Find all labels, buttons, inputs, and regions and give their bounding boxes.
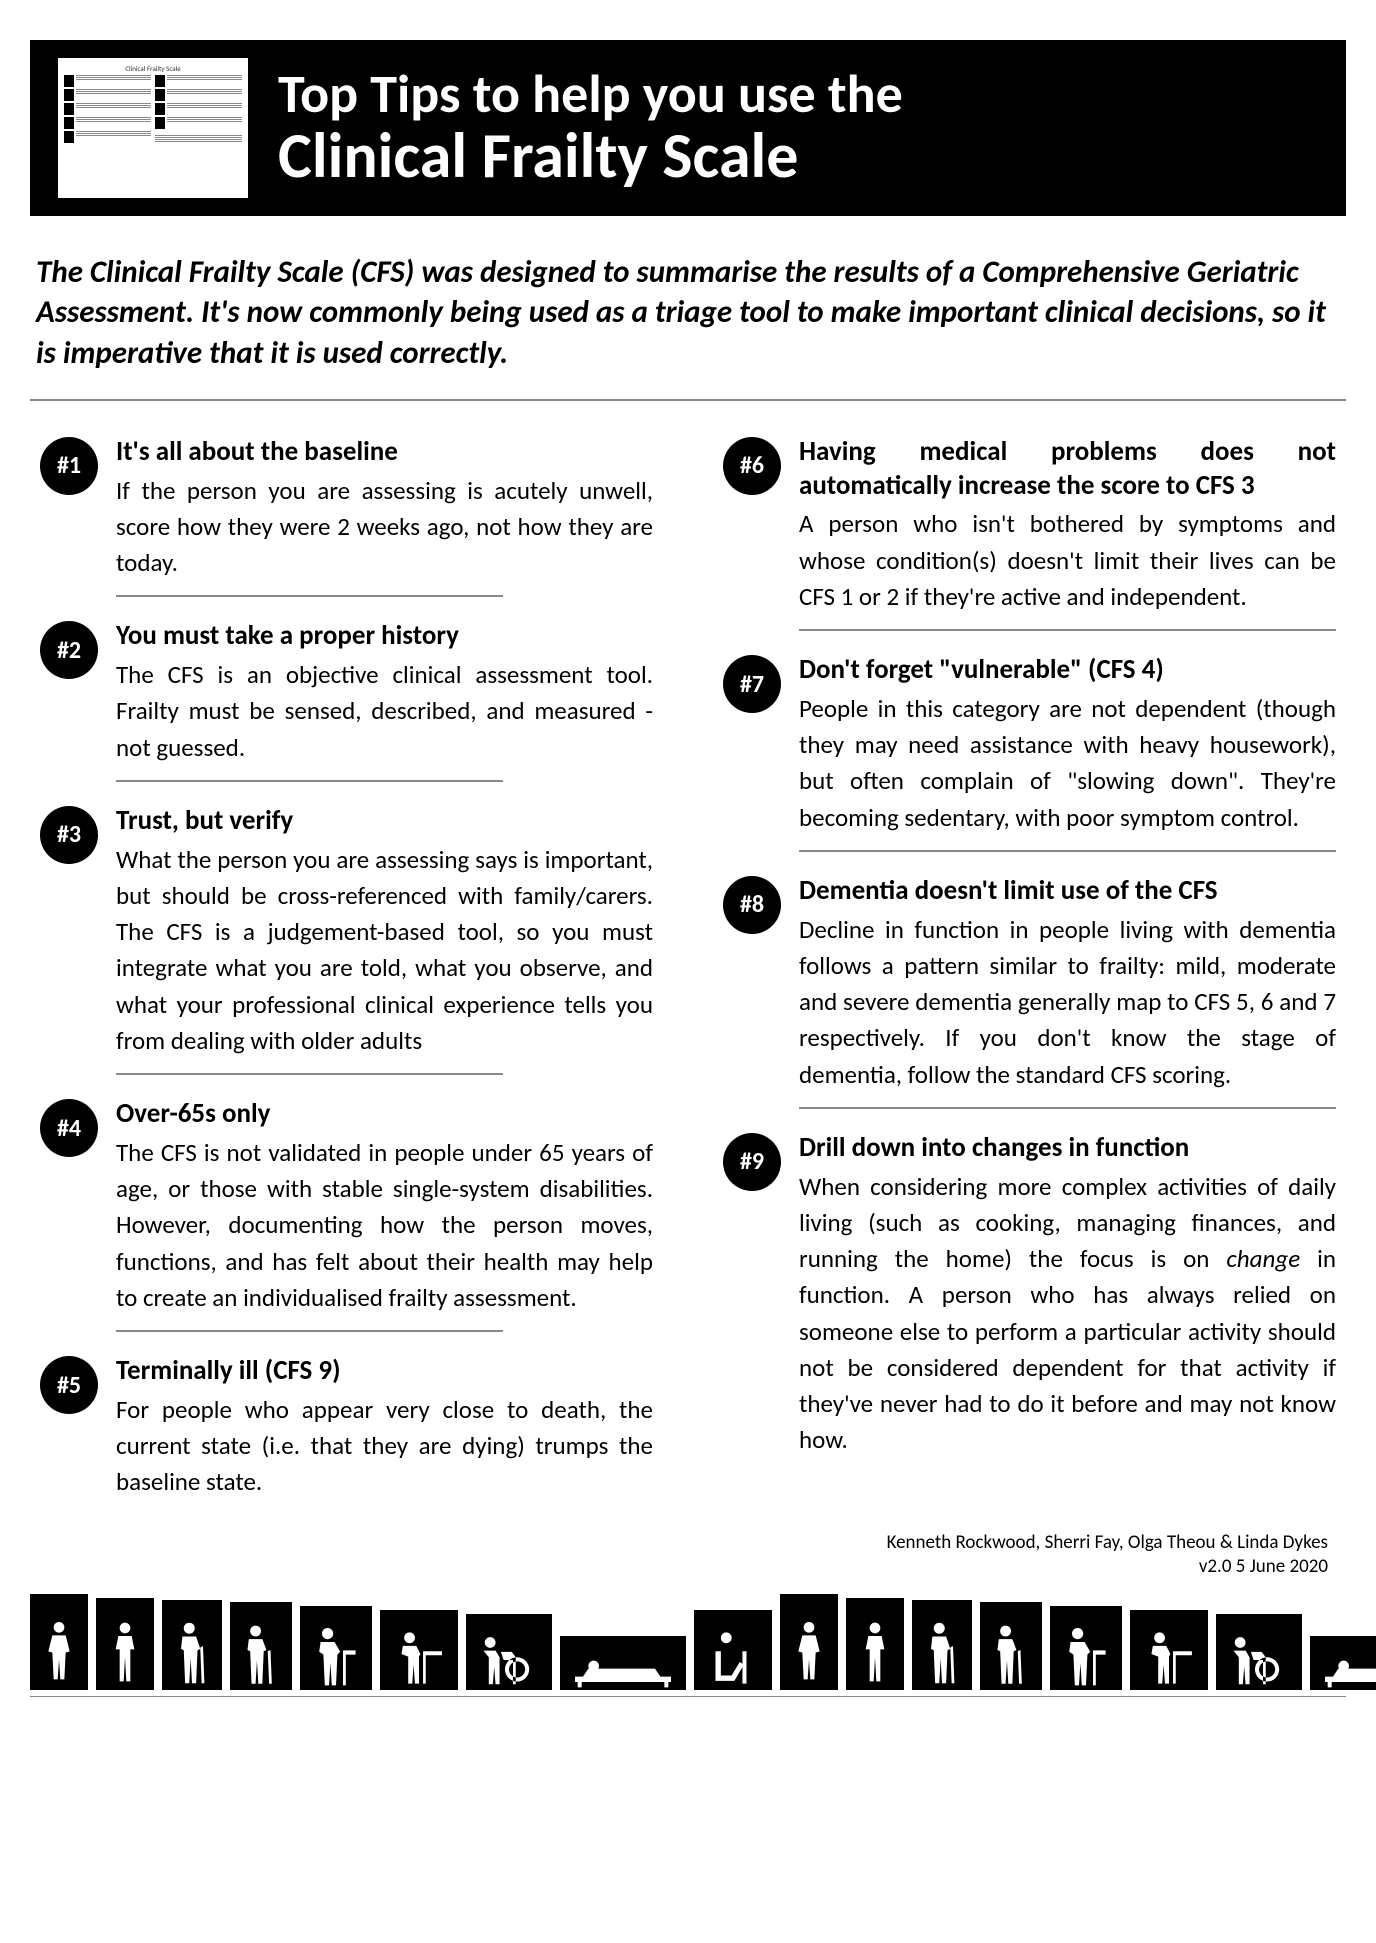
tip: #5 Terminally ill (CFS 9) For people who a… [40,1354,653,1501]
tip-divider [116,1330,503,1332]
silhouette-icon [162,1600,222,1690]
title-line1: Top Tips to help you use the [278,66,903,123]
tip-body: Dementia doesn't limit use of the CFS Dec… [799,874,1336,1093]
tip-text: What the person you are assessing says i… [116,842,653,1060]
tip-number-badge: #5 [40,1356,98,1414]
intro-paragraph: The Clinical Frailty Scale (CFS) was des… [30,252,1346,401]
tip-text: A person who isn't bothered by symptoms … [799,506,1336,615]
silhouette-icon [846,1598,904,1690]
tip: #9 Drill down into changes in function Whe… [723,1131,1336,1459]
tip-title: Drill down into changes in function [799,1131,1336,1165]
credits: Kenneth Rockwood, Sherri Fay, Olga Theou… [30,1531,1346,1580]
tip-number-badge: #9 [723,1133,781,1191]
tip: #1 It's all about the baseline If the pers… [40,435,653,582]
tip-text: The CFS is not validated in people under… [116,1135,653,1316]
tip-title: Terminally ill (CFS 9) [116,1354,653,1388]
silhouette-icon [1130,1610,1208,1690]
title-line2: Clinical Frailty Scale [278,123,903,190]
tip: #2 You must take a proper history The CFS … [40,619,653,766]
tip-number-badge: #8 [723,876,781,934]
tip-divider [799,850,1336,852]
tip-number-badge: #2 [40,621,98,679]
tip: #3 Trust, but verify What the person you a… [40,804,653,1059]
tip-divider [116,780,503,782]
silhouette-icon [1216,1614,1302,1690]
silhouette-icon [560,1636,686,1690]
silhouette-icon [1050,1606,1122,1690]
tip-divider [116,595,503,597]
silhouette-icon [694,1610,772,1690]
tip: #7 Don't forget "vulnerable" (CFS 4) Peopl… [723,653,1336,836]
credits-authors: Kenneth Rockwood, Sherri Fay, Olga Theou… [30,1531,1328,1556]
tip-number-badge: #1 [40,437,98,495]
tip-text: The CFS is an objective clinical assessm… [116,657,653,766]
tip: #4 Over-65s only The CFS is not validated … [40,1097,653,1316]
tips-column-right: #6 Having medical problems does not autom… [723,435,1336,1511]
tip-body: Terminally ill (CFS 9) For people who app… [116,1354,653,1501]
silhouette-icon [300,1606,372,1690]
title-block: Top Tips to help you use the Clinical Fr… [278,66,903,190]
tip-title: Over-65s only [116,1097,653,1131]
tip: #8Dementia doesn't limit use of the CFSD… [723,874,1336,1093]
tip-body: Trust, but verify What the person you are… [116,804,653,1059]
tip-number-badge: #7 [723,655,781,713]
silhouette-icon [230,1602,292,1690]
tip-body: Over-65s only The CFS is not validated in… [116,1097,653,1316]
credits-version: v2.0 5 June 2020 [30,1555,1328,1580]
tip-text: People in this category are not dependen… [799,691,1336,836]
tip-text: Decline in function in people living wit… [799,912,1336,1093]
silhouette-icon [96,1598,154,1690]
tip-body: Don't forget "vulnerable" (CFS 4) People … [799,653,1336,836]
footer-silhouette-strip [30,1594,1346,1697]
tip: #6 Having medical problems does not autom… [723,435,1336,615]
cfs-thumbnail: Clinical Frailty Scale [58,58,248,198]
tip-divider [116,1073,503,1075]
tips-columns: #1 It's all about the baseline If the pers… [30,435,1346,1511]
tip-text: If the person you are assessing is acute… [116,473,653,582]
silhouette-icon [1310,1636,1376,1690]
silhouette-icon [30,1594,88,1690]
silhouette-icon [380,1610,458,1690]
tip-title: Don't forget "vulnerable" (CFS 4) [799,653,1336,687]
silhouette-icon [466,1614,552,1690]
tip-body: You must take a proper history The CFS is… [116,619,653,766]
tip-number-badge: #3 [40,806,98,864]
silhouette-icon [780,1594,838,1690]
silhouette-icon [980,1602,1042,1690]
tip-title: Dementia doesn't limit use of the CFS [799,874,1336,908]
tip-body: It's all about the baseline If the person… [116,435,653,582]
tip-number-badge: #6 [723,437,781,495]
tip-title: It's all about the baseline [116,435,653,469]
tip-divider [799,1107,1336,1109]
tip-body: Drill down into changes in function When … [799,1131,1336,1459]
silhouette-icon [912,1600,972,1690]
tip-text: For people who appear very close to deat… [116,1392,653,1501]
tip-title: Trust, but verify [116,804,653,838]
tip-divider [799,629,1336,631]
tip-number-badge: #4 [40,1099,98,1157]
tip-title: Having medical problems does not automat… [799,435,1336,503]
tip-title: You must take a proper history [116,619,653,653]
tip-text: When considering more complex activities… [799,1169,1336,1459]
tips-column-left: #1 It's all about the baseline If the pers… [40,435,653,1511]
header-bar: Clinical Frailty Scale Top Tips to help … [30,40,1346,216]
tip-body: Having medical problems does not automat… [799,435,1336,615]
